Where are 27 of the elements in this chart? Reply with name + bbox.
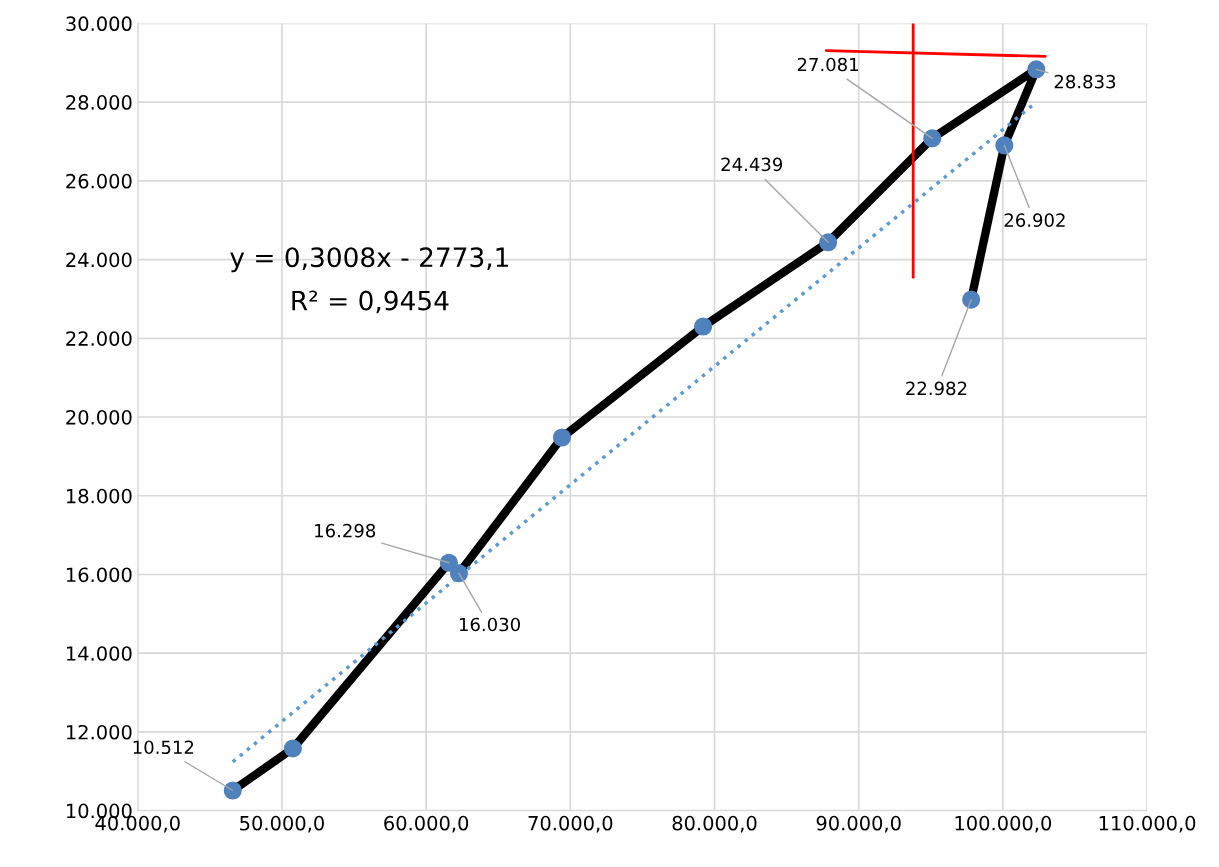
y-tick-label: 20.000: [66, 409, 132, 425]
y-tick-label: 18.000: [66, 488, 132, 504]
y-tick-label: 28.000: [66, 95, 132, 110]
x-tick-label: 100.000,0: [955, 815, 1052, 833]
y-tick-label: 24.000: [66, 252, 132, 268]
annotation: y = 0,3008x - 2773,1: [230, 247, 508, 273]
data-label: 16.298: [315, 523, 376, 538]
data-label: 27.081: [797, 57, 858, 72]
data-label: 16.030: [459, 617, 520, 632]
y-tick-label: 26.000: [66, 173, 132, 189]
x-tick-label: 60.000,0: [384, 815, 469, 833]
y-tick-label: 12.000: [66, 724, 132, 740]
x-tick-label: 90.000,0: [816, 815, 901, 833]
data-label: 22.982: [906, 381, 967, 396]
data-label: 28.833: [1054, 74, 1116, 89]
x-tick-label: 70.000,0: [528, 815, 613, 833]
y-tick-label: 22.000: [66, 331, 132, 346]
data-label: 10.512: [133, 740, 194, 755]
data-label: 26.902: [1004, 213, 1065, 227]
x-tick-label: 80.000,0: [672, 815, 757, 833]
y-tick-label: 16.000: [66, 567, 132, 583]
y-tick-label: 14.000: [66, 646, 132, 661]
annotation: R² = 0,9454: [292, 290, 449, 314]
y-tick-label: 30.000: [66, 16, 132, 32]
data-label: 24.439: [721, 157, 783, 172]
x-tick-label: 50.000,0: [240, 815, 324, 833]
x-tick-label: 110.000,0: [1099, 815, 1196, 833]
